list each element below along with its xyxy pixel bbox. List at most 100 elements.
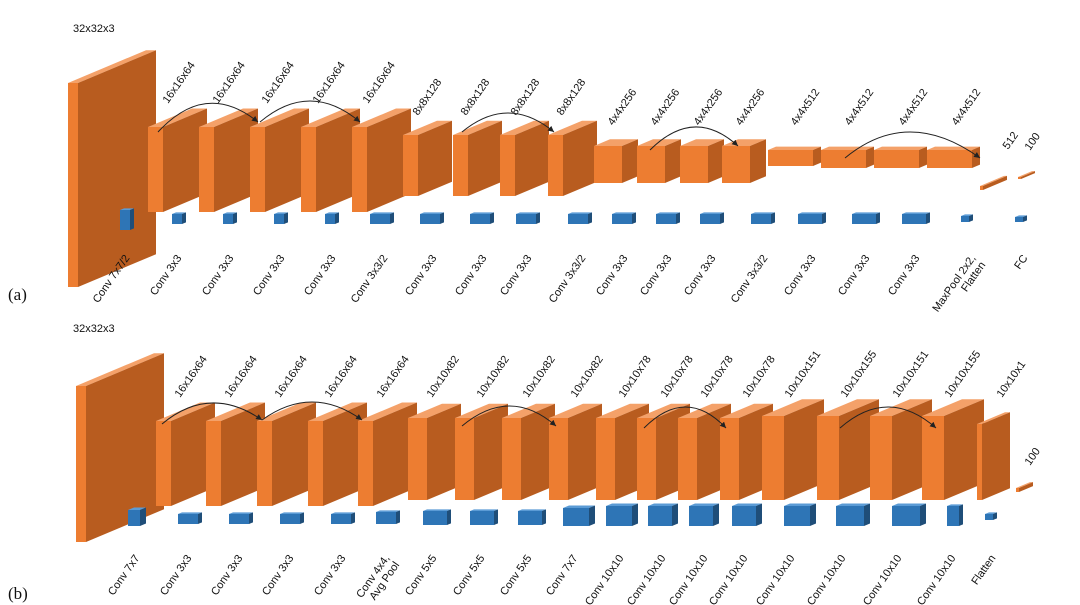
activation-block xyxy=(301,108,360,212)
block-dim-label: 32x32x3 xyxy=(73,323,115,335)
block-dim-label: 4x4x512 xyxy=(897,87,931,128)
block-dim-label: 10x10x78 xyxy=(617,354,654,400)
block-dim-label: 8x8x128 xyxy=(509,77,543,118)
block-dim-label: 10x10x151 xyxy=(783,349,824,400)
kernel-label: Conv 3x3 xyxy=(403,253,439,298)
activation-block xyxy=(922,399,984,500)
block-dim-label: 512 xyxy=(1001,130,1021,152)
kernel-label: MaxPool 2x2,Flatten xyxy=(930,253,988,321)
kernel-block xyxy=(784,503,816,526)
block-dim-label: 16x16x64 xyxy=(311,60,348,106)
block-dim-label: 10x10x155 xyxy=(943,349,984,400)
kernel-label: Conv 4x4,Avg Pool xyxy=(354,553,402,605)
kernel-block xyxy=(423,509,451,525)
activation-block xyxy=(817,399,879,500)
kernel-label: Conv 3x3 xyxy=(302,253,338,298)
activation-block xyxy=(874,146,927,168)
kernel-label: Conv 10x10 xyxy=(861,553,905,605)
activation-block xyxy=(408,403,461,500)
activation-block xyxy=(768,146,821,166)
activation-block xyxy=(637,139,681,183)
block-dim-label: 16x16x64 xyxy=(211,60,248,106)
kernel-block xyxy=(892,503,926,526)
block-dim-label: 10x10x82 xyxy=(425,354,462,400)
block-dim-label: 10x10x82 xyxy=(521,354,558,400)
kernel-label: Conv 3x3 xyxy=(209,553,245,598)
activation-block xyxy=(594,139,638,183)
block-dim-label: 16x16x64 xyxy=(161,60,198,106)
block-dim-label: 10x10x78 xyxy=(741,354,778,400)
kernel-label: Conv 3x3 xyxy=(638,253,674,298)
kernel-block xyxy=(648,503,678,526)
block-dim-label: 16x16x64 xyxy=(375,354,412,400)
kernel-block xyxy=(961,214,973,222)
kernel-block xyxy=(516,212,540,224)
kernel-block xyxy=(470,509,498,525)
block-dim-label: 32x32x3 xyxy=(73,23,115,35)
activation-block xyxy=(352,108,411,212)
block-dim-label: 16x16x64 xyxy=(260,60,297,106)
block-dim-label: 100 xyxy=(1023,131,1043,153)
kernel-label: Flatten xyxy=(969,553,998,587)
activation-block xyxy=(455,403,508,500)
block-dim-label: 10x10x82 xyxy=(475,354,512,400)
activation-block xyxy=(1018,171,1035,179)
kernel-label: Conv 3x3 xyxy=(260,553,296,598)
kernel-label: Conv 10x10 xyxy=(667,553,711,605)
kernel-block xyxy=(563,505,595,526)
kernel-label: Conv 3x3 xyxy=(886,253,922,298)
activation-block xyxy=(927,146,980,168)
activation-block xyxy=(821,146,874,168)
kernel-label: Conv 7x7 xyxy=(106,553,142,598)
kernel-label: Conv 3x3 xyxy=(498,253,534,298)
activation-block xyxy=(257,402,316,506)
kernel-block xyxy=(902,212,930,224)
kernel-label: Conv 3x3/2 xyxy=(547,253,589,305)
kernel-block xyxy=(229,512,253,524)
activation-block xyxy=(1016,482,1033,492)
skip-connection-arrow xyxy=(844,131,981,159)
kernel-block xyxy=(947,504,963,526)
block-dim-label: 8x8x128 xyxy=(411,77,445,118)
kernel-block xyxy=(612,212,636,224)
activation-block xyxy=(680,139,724,183)
activation-block xyxy=(199,108,258,212)
block-dim-label: 16x16x64 xyxy=(323,354,360,400)
block-dim-label: 4x4x512 xyxy=(843,87,877,128)
kernel-block xyxy=(518,509,546,525)
block-dim-label: 10x10x155 xyxy=(839,349,880,400)
kernel-block xyxy=(280,512,304,524)
block-dim-label: 4x4x256 xyxy=(734,87,768,128)
activation-block xyxy=(156,402,215,506)
panel-b: 32x32x3 16x16x64 16x16x64 16x16x64 16x16x64 1… xyxy=(73,323,1043,605)
kernel-label: Conv 3x3 xyxy=(594,253,630,298)
activation-block xyxy=(68,50,156,287)
activation-block xyxy=(549,403,602,500)
kernel-label: Conv 10x10 xyxy=(915,553,959,605)
block-dim-label: 8x8x128 xyxy=(459,77,493,118)
kernel-block xyxy=(656,212,680,224)
block-dim-label: 16x16x64 xyxy=(173,354,210,400)
activation-block xyxy=(977,412,1010,500)
activation-block xyxy=(762,399,824,500)
kernel-block xyxy=(376,510,400,524)
kernel-label: Conv 3x3 xyxy=(312,553,348,598)
kernel-block xyxy=(128,507,146,526)
kernel-block xyxy=(568,212,592,224)
kernel-label: Conv 3x3 xyxy=(453,253,489,298)
activation-block xyxy=(500,120,549,196)
activation-block xyxy=(206,402,265,506)
skip-connection-arrow xyxy=(261,401,363,421)
block-dim-label: 8x8x128 xyxy=(555,77,589,118)
kernel-label: Conv 7x7 xyxy=(544,553,580,598)
kernel-label: Conv 3x3/2 xyxy=(729,253,771,305)
activation-block xyxy=(722,139,766,183)
kernel-block xyxy=(120,208,134,230)
block-dim-label: 16x16x64 xyxy=(273,354,310,400)
block-dim-label: 4x4x256 xyxy=(649,87,683,128)
kernel-label: Conv 10x10 xyxy=(805,553,849,605)
skip-connection-arrow xyxy=(461,405,557,427)
activation-block xyxy=(148,108,207,212)
kernel-label: Conv 10x10 xyxy=(625,553,669,605)
kernel-label: Conv 10x10 xyxy=(754,553,798,605)
